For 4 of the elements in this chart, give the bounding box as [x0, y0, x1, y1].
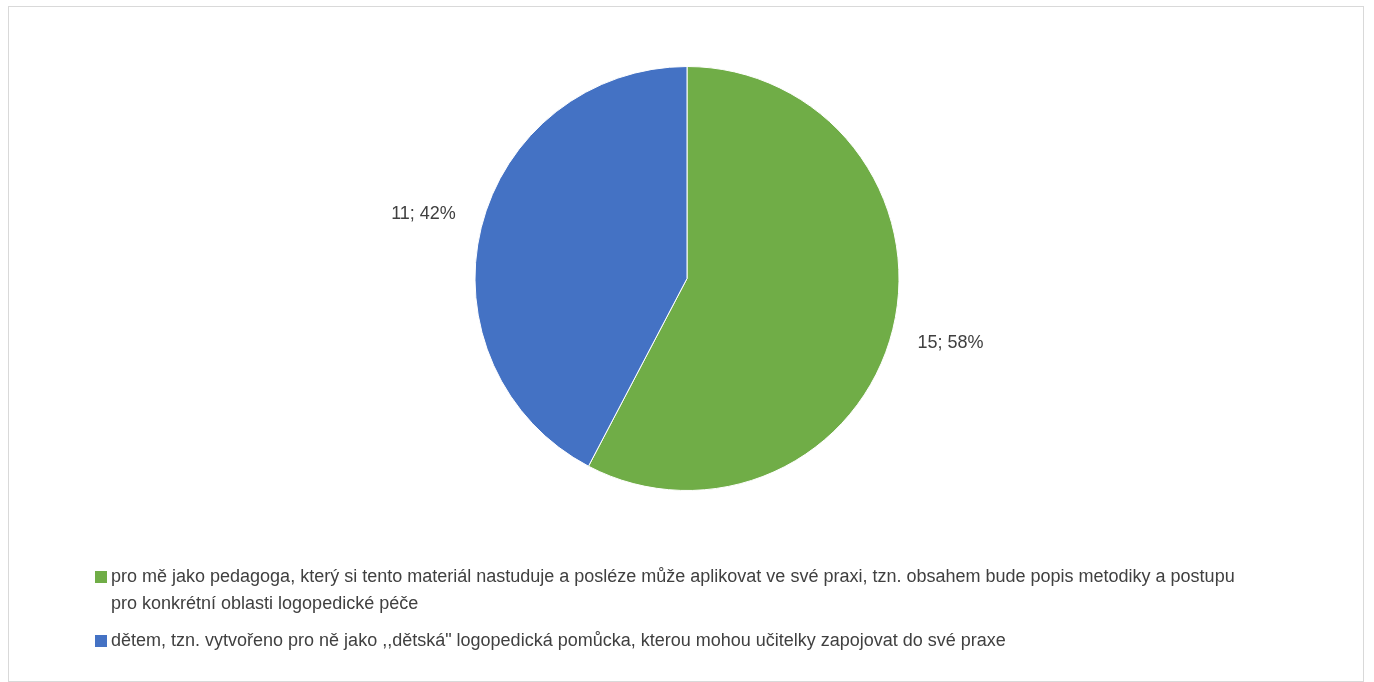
data-label: 11; 42%: [391, 202, 456, 223]
data-label: 15; 58%: [917, 332, 984, 353]
legend-label: pro mě jako pedagoga, který si tento materiál nastuduje a posléze může aplikovat ve své praxi, tzn. obsahem bude popis metodiky a postupu pro konkrétní oblasti logopedické péče: [111, 565, 1236, 615]
legend-label: dětem, tzn. vytvořeno pro ně jako ,,dětská" logopedická pomůcka, kterou mohou učitelky zapojovat do své praxe: [111, 629, 1006, 652]
